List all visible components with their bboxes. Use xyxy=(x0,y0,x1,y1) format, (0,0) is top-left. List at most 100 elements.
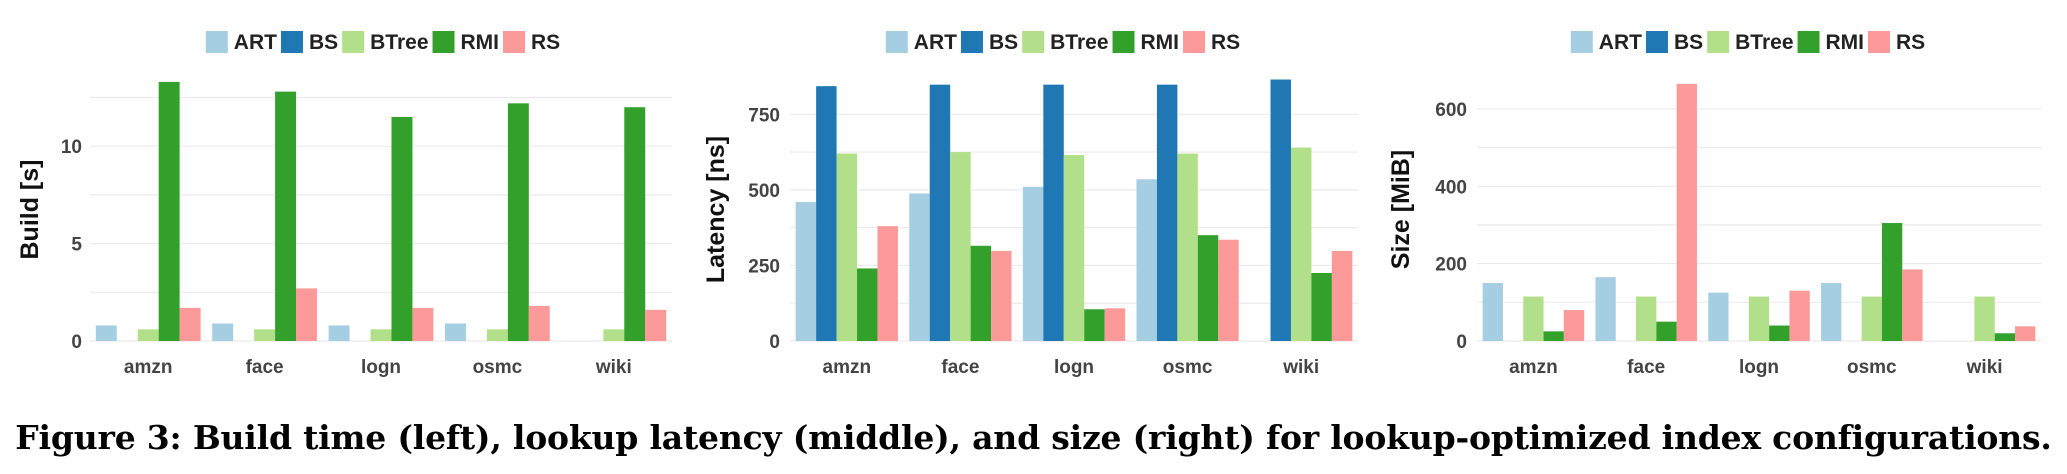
bar-rmi-osmc xyxy=(507,103,529,341)
legend-label-btree: BTree xyxy=(1050,31,1108,54)
bar-btree-wiki xyxy=(1290,147,1312,341)
bar-rmi-logn xyxy=(1084,309,1105,341)
x-tick-label: osmc xyxy=(1847,357,1897,378)
bar-btree-wiki xyxy=(603,329,625,341)
bar-rs-amzn xyxy=(179,307,201,341)
bar-rmi-face xyxy=(970,245,992,341)
legend-label-rmi: RMI xyxy=(1826,31,1865,54)
bar-bs-logn xyxy=(1043,84,1064,341)
legend-swatch-rs xyxy=(503,31,526,53)
x-tick-label: logn xyxy=(361,357,401,378)
y-tick-label: 500 xyxy=(748,181,780,202)
legend-swatch-art xyxy=(1570,31,1593,53)
x-tick-label: amzn xyxy=(1509,357,1558,378)
bar-rs-wiki xyxy=(1331,250,1353,341)
bars xyxy=(795,79,1353,341)
bar-rmi-face xyxy=(1656,321,1677,341)
x-tick-label: osmc xyxy=(1163,357,1213,378)
legend-swatch-btree xyxy=(1707,31,1730,53)
legend-label-art: ART xyxy=(1599,31,1642,54)
x-tick-label: amzn xyxy=(124,357,173,378)
bar-rmi-logn xyxy=(391,116,413,342)
bar-rmi-amzn xyxy=(158,81,180,341)
x-tick-label: wiki xyxy=(595,357,632,378)
legend-label-bs: BS xyxy=(989,31,1018,54)
bar-btree-logn xyxy=(1748,296,1770,341)
bar-rmi-osmc xyxy=(1197,235,1219,341)
bar-art-face xyxy=(909,193,930,341)
y-tick-label: 750 xyxy=(748,105,780,126)
legend-swatch-rmi xyxy=(1112,31,1135,53)
bar-rmi-amzn xyxy=(857,268,878,341)
bar-rs-face xyxy=(991,250,1012,341)
bar-art-osmc xyxy=(1821,282,1842,341)
legend-swatch-art xyxy=(885,31,908,53)
x-tick-label: face xyxy=(941,357,979,378)
bar-art-logn xyxy=(1708,292,1729,341)
x-tick-label: osmc xyxy=(473,357,523,378)
y-axis-label: Latency [ns] xyxy=(702,136,730,283)
build-time-chart: 0 5 10 Build [s] amzn face logn osmc wiki ART BS BT… xyxy=(0,0,680,410)
bar-rs-osmc xyxy=(1902,269,1923,341)
bar-btree-face xyxy=(1636,296,1657,341)
bar-art-osmc xyxy=(445,323,466,341)
lookup-latency-chart-svg: 0 250 500 750 Latency [ns] amzn face logn osmc wi… xyxy=(702,31,1358,378)
bar-rs-amzn xyxy=(1563,310,1585,341)
y-tick-label: 600 xyxy=(1435,100,1467,121)
bar-bs-amzn xyxy=(816,86,837,341)
bar-rs-osmc xyxy=(1218,239,1239,341)
x-tick-label: logn xyxy=(1739,357,1779,378)
y-axis-label: Build [s] xyxy=(16,160,44,260)
legend-swatch-rmi xyxy=(1797,31,1820,53)
bar-art-amzn xyxy=(95,325,117,341)
bar-rs-logn xyxy=(1789,290,1810,341)
bar-rs-face xyxy=(296,288,317,341)
legend-swatch-bs xyxy=(280,31,303,53)
legend-swatch-rmi xyxy=(432,31,455,53)
bar-btree-logn xyxy=(1063,155,1085,341)
legend-label-art: ART xyxy=(914,31,957,54)
legend-swatch-rs xyxy=(1868,31,1891,53)
bar-art-amzn xyxy=(795,201,817,341)
bar-btree-amzn xyxy=(836,153,858,341)
legend-label-rs: RS xyxy=(531,31,560,54)
bar-btree-face xyxy=(254,329,276,341)
bar-btree-face xyxy=(950,152,971,341)
bar-bs-osmc xyxy=(1156,84,1178,341)
bar-bs-face xyxy=(929,84,951,341)
y-tick-label: 400 xyxy=(1435,177,1467,198)
bar-btree-amzn xyxy=(137,329,159,341)
legend-swatch-bs xyxy=(960,31,983,53)
y-tick-label: 0 xyxy=(1456,332,1467,353)
bar-rs-face xyxy=(1676,83,1697,342)
bar-rs-logn xyxy=(412,307,434,341)
bar-rmi-amzn xyxy=(1543,331,1564,341)
legend-label-art: ART xyxy=(234,31,277,54)
bar-rmi-wiki xyxy=(624,107,646,341)
legend-label-rmi: RMI xyxy=(461,31,500,54)
legend-label-bs: BS xyxy=(309,31,338,54)
size-chart-svg: 0 200 400 600 Size [MiB] amzn face logn osmc wiki… xyxy=(1387,31,2041,378)
bar-rmi-wiki xyxy=(1311,272,1332,341)
build-time-chart-svg: 0 5 10 Build [s] amzn face logn osmc wiki ART BS BT… xyxy=(16,31,672,378)
size-chart: 0 200 400 600 Size [MiB] amzn face logn osmc wiki… xyxy=(1375,0,2067,410)
bar-rs-logn xyxy=(1104,308,1126,341)
bar-art-face xyxy=(212,323,234,341)
bar-btree-wiki xyxy=(1974,296,1995,341)
x-tick-label: logn xyxy=(1054,357,1094,378)
bars xyxy=(1482,83,2036,342)
x-tick-label: amzn xyxy=(823,357,872,378)
y-tick-label: 5 xyxy=(71,235,82,256)
lookup-latency-chart: 0 250 500 750 Latency [ns] amzn face logn osmc wi… xyxy=(690,0,1370,410)
bar-rs-wiki xyxy=(2015,326,2036,341)
bar-art-osmc xyxy=(1136,179,1157,341)
bar-art-face xyxy=(1595,277,1616,341)
x-tick-label: face xyxy=(1627,357,1665,378)
legend-label-btree: BTree xyxy=(1735,31,1793,54)
x-tick-label: face xyxy=(246,357,284,378)
legend: ART BS BTree RMI RS xyxy=(205,31,560,54)
bar-art-logn xyxy=(1022,186,1044,341)
bars xyxy=(95,81,667,342)
y-tick-label: 250 xyxy=(748,256,780,277)
bar-rs-wiki xyxy=(645,309,667,341)
